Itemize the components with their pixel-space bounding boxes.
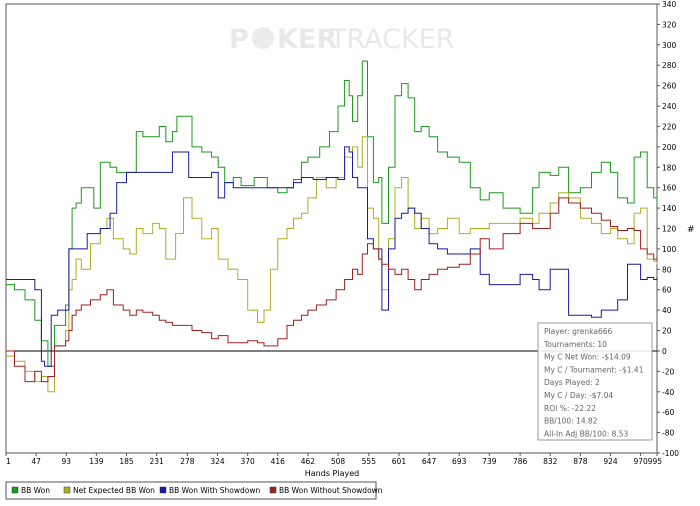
legend-label: BB Won Without Showdown xyxy=(279,486,383,495)
x-tick-label: 508 xyxy=(331,457,346,466)
stats-line: Tournaments: 10 xyxy=(543,340,607,349)
watermark-ker: KER xyxy=(277,24,337,55)
y-tick-label: -20 xyxy=(662,367,674,376)
x-tick-label: 601 xyxy=(392,457,407,466)
legend-label: BB Won With Showdown xyxy=(169,486,261,495)
series-lines xyxy=(6,60,658,393)
watermark-chip-icon xyxy=(252,27,274,49)
series-line-bb-won-with-showdown xyxy=(6,146,658,367)
x-tick-label: 786 xyxy=(513,457,528,466)
x-tick-label: 231 xyxy=(149,457,164,466)
stats-line: My C / Day: -$7.04 xyxy=(544,391,613,400)
stats-box: Player: grenka666 Tournaments: 10 My C Net… xyxy=(537,322,653,441)
legend-frame xyxy=(5,481,377,500)
y-axis: -100 -80 -60 -40 -20 0 20 40 60 80 100 120 140 160 180… xyxy=(657,0,679,458)
x-tick-label: 324 xyxy=(210,457,225,466)
stats-line: All-In Adj BB/100: 8.53 xyxy=(544,429,629,438)
y-tick-label: 180 xyxy=(662,163,677,172)
y-tick-label: 40 xyxy=(662,306,672,315)
y-tick-label: 0 xyxy=(662,347,667,356)
y-tick-label: 60 xyxy=(662,286,672,295)
x-tick-label: 924 xyxy=(603,457,618,466)
x-tick-label: 995 xyxy=(648,457,663,466)
x-tick-label: 47 xyxy=(31,457,41,466)
legend-swatch xyxy=(63,486,71,494)
legend-label: Net Expected BB Won xyxy=(73,486,155,495)
watermark-tracker: TRACKER xyxy=(329,24,455,55)
x-tick-label: 139 xyxy=(89,457,104,466)
x-tick-label: 462 xyxy=(301,457,316,466)
x-tick-label: 878 xyxy=(573,457,588,466)
x-tick-label: 278 xyxy=(180,457,195,466)
stats-lines: Player: grenka666 Tournaments: 10 My C Net… xyxy=(543,327,644,438)
legend: BB Won Net Expected BB Won BB Won With Sho… xyxy=(5,481,383,500)
stats-line: My C / Tournament: -$1.41 xyxy=(544,365,644,374)
y-tick-label: 260 xyxy=(662,82,677,91)
x-tick-label: 970 xyxy=(633,457,648,466)
legend-swatch xyxy=(159,486,167,494)
x-axis-label: Hands Played xyxy=(305,469,359,478)
y-tick-label: 120 xyxy=(662,225,677,234)
y-tick-label: -80 xyxy=(662,429,674,438)
x-tick-label: 416 xyxy=(271,457,286,466)
y-tick-label: 200 xyxy=(662,143,677,152)
y-tick-label: 340 xyxy=(662,0,677,9)
y-axis-label: # xyxy=(687,225,695,235)
y-tick-label: 140 xyxy=(662,204,677,213)
series-line-bb-won xyxy=(6,60,658,367)
x-tick-label: 185 xyxy=(119,457,134,466)
x-tick-label: 739 xyxy=(482,457,497,466)
y-tick-label: 280 xyxy=(662,61,677,70)
stats-line: Days Played: 2 xyxy=(544,378,600,387)
y-tick-label: 80 xyxy=(662,265,672,274)
stats-line: Player: grenka666 xyxy=(544,327,613,336)
series-line-bb-won-without-showdown xyxy=(6,197,658,383)
y-tick-label: 240 xyxy=(662,102,677,111)
legend-swatch xyxy=(269,486,277,494)
x-tick-label: 370 xyxy=(241,457,256,466)
y-tick-label: 100 xyxy=(662,245,677,254)
stats-box-frame xyxy=(537,322,653,441)
y-tick-label: 20 xyxy=(662,327,672,336)
y-tick-label: 320 xyxy=(662,20,677,29)
stats-line: BB/100: 14.82 xyxy=(544,417,598,426)
y-tick-label: -100 xyxy=(662,449,679,458)
y-tick-label: 300 xyxy=(662,41,677,50)
legend-swatch xyxy=(11,486,19,494)
x-tick-label: 1 xyxy=(6,457,11,466)
watermark: P KER TRACKER xyxy=(229,24,455,55)
x-tick-label: 647 xyxy=(422,457,437,466)
x-axis: 1 47 93 139 185 231 278 324 370 416 462 508 555 601 64… xyxy=(5,453,663,466)
x-tick-label: 555 xyxy=(362,457,377,466)
stats-line: ROI %: -22.22 xyxy=(544,404,596,413)
y-tick-label: -60 xyxy=(662,408,674,417)
y-tick-label: 160 xyxy=(662,184,677,193)
y-tick-label: -40 xyxy=(662,388,674,397)
y-tick-label: 220 xyxy=(662,122,677,131)
watermark-p: P xyxy=(229,24,249,55)
stats-line: My C Net Won: -$14.09 xyxy=(544,353,631,362)
legend-label: BB Won xyxy=(21,486,50,495)
x-tick-label: 832 xyxy=(543,457,558,466)
x-tick-label: 693 xyxy=(452,457,467,466)
x-tick-label: 93 xyxy=(61,457,71,466)
